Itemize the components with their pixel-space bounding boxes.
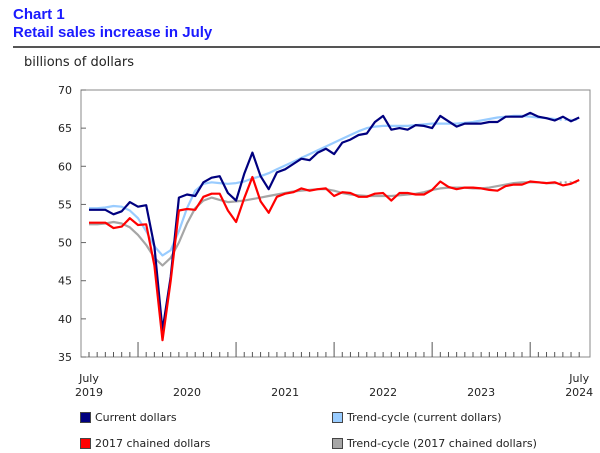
chart-number: Chart 1 — [13, 6, 65, 23]
x-tick-label: 2019 — [75, 386, 103, 399]
y-axis-label: billions of dollars — [24, 55, 134, 70]
y-tick-label: 35 — [58, 351, 72, 364]
series-line — [89, 175, 580, 342]
legend-swatch — [80, 438, 91, 449]
y-tick-label: 65 — [58, 122, 72, 135]
x-tick-label: July — [78, 372, 99, 385]
y-tick-label: 60 — [58, 160, 72, 173]
chart-title: Retail sales increase in July — [13, 24, 213, 41]
y-tick-label: 55 — [58, 198, 72, 211]
series-line — [89, 111, 580, 332]
y-tick-label: 40 — [58, 313, 72, 326]
y-tick-label: 70 — [58, 84, 72, 97]
x-tick-label: 2020 — [173, 386, 201, 399]
legend-label: Current dollars — [95, 411, 177, 424]
series-line — [89, 114, 555, 257]
legend-swatch — [332, 438, 343, 449]
y-tick-label: 50 — [58, 237, 72, 250]
legend-label: Trend-cycle (2017 chained dollars) — [347, 437, 537, 450]
legend-item-trend-current: Trend-cycle (current dollars) — [332, 411, 502, 424]
x-tick-label: July — [568, 372, 589, 385]
legend-item-trend-chained: Trend-cycle (2017 chained dollars) — [332, 437, 537, 450]
legend-item-chained: 2017 chained dollars — [80, 437, 210, 450]
y-tick-label: 45 — [58, 275, 72, 288]
legend-label: 2017 chained dollars — [95, 437, 211, 450]
legend-swatch — [332, 412, 343, 423]
legend-swatch — [80, 412, 91, 423]
legend-item-current: Current dollars — [80, 411, 177, 424]
x-tick-label: 2022 — [369, 386, 397, 399]
plot-frame — [80, 89, 591, 358]
x-tick-label: 2023 — [467, 386, 495, 399]
legend-label: Trend-cycle (current dollars) — [347, 411, 502, 424]
x-tick-label: 2024 — [565, 386, 593, 399]
x-tick-label: 2021 — [271, 386, 299, 399]
title-divider — [13, 46, 600, 48]
